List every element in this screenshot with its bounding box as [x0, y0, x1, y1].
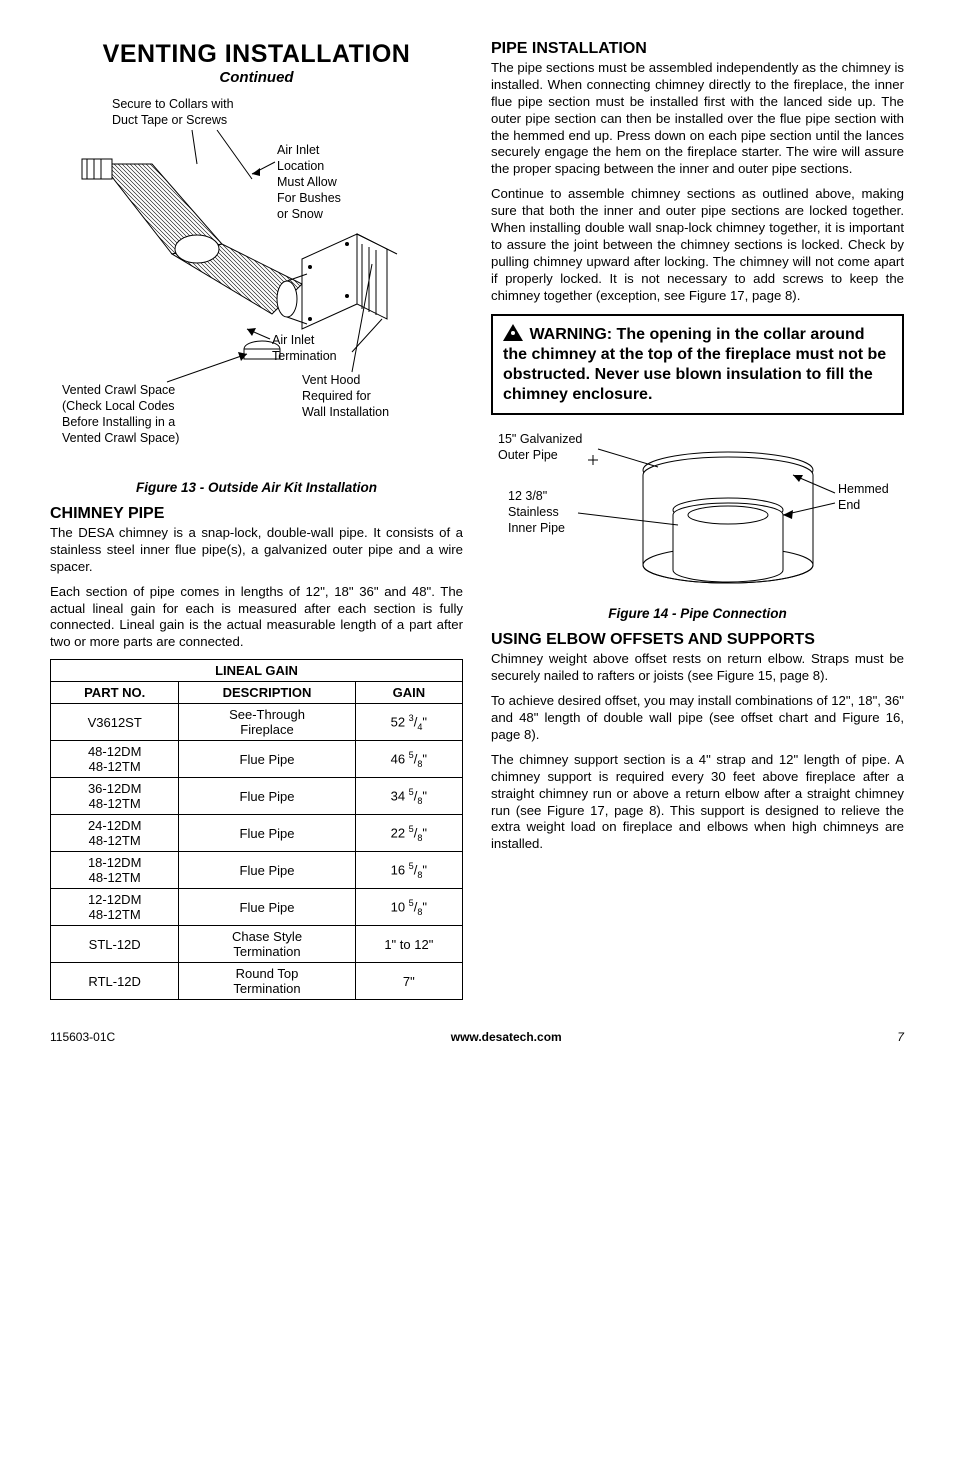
table-row: 48-12DM48-12TMFlue Pipe46 5/8" [51, 741, 463, 778]
fig14-outer2: Outer Pipe [498, 448, 558, 462]
cell-desc: Flue Pipe [179, 778, 355, 815]
fig13-secure-label2: Duct Tape or Screws [112, 113, 227, 127]
elbow-p2: To achieve desired offset, you may insta… [491, 693, 904, 744]
cell-desc: Flue Pipe [179, 741, 355, 778]
warning-text: WARNING: The opening in the collar aroun… [503, 326, 886, 403]
figure-14-diagram: 15" Galvanized Outer Pipe 12 3/8" Stainl… [493, 425, 903, 600]
fig13-crawl1: Vented Crawl Space [62, 383, 175, 397]
fig14-hem2: End [838, 498, 860, 512]
page-footer: 115603-01C www.desatech.com 7 [50, 1030, 904, 1044]
cell-desc: Round TopTermination [179, 963, 355, 1000]
cell-partno: V3612ST [51, 704, 179, 741]
pipe-install-title: PIPE INSTALLATION [491, 40, 904, 58]
figure-13-diagram: Secure to Collars with Duct Tape or Scre… [52, 94, 462, 474]
figure-14-caption: Figure 14 - Pipe Connection [491, 606, 904, 621]
cell-gain: 7" [355, 963, 462, 1000]
fig14-inner1: 12 3/8" [508, 489, 547, 503]
lineal-gain-table: LINEAL GAIN PART NO. DESCRIPTION GAIN V3… [50, 659, 463, 1000]
elbow-title: USING ELBOW OFFSETS AND SUPPORTS [491, 631, 904, 649]
fig13-crawl3: Before Installing in a [62, 415, 175, 429]
cell-gain: 16 5/8" [355, 852, 462, 889]
cell-partno: 48-12DM48-12TM [51, 741, 179, 778]
cell-partno: 24-12DM48-12TM [51, 815, 179, 852]
fig13-inlet-loc1: Air Inlet [277, 143, 320, 157]
fig13-crawl2: (Check Local Codes [62, 399, 175, 413]
table-title: LINEAL GAIN [51, 660, 463, 682]
cell-desc: Flue Pipe [179, 889, 355, 926]
cell-partno: RTL-12D [51, 963, 179, 1000]
cell-desc: Flue Pipe [179, 852, 355, 889]
fig13-crawl4: Vented Crawl Space) [62, 431, 179, 445]
fig14-inner2: Stainless [508, 505, 559, 519]
fig13-inlet-loc3: Must Allow [277, 175, 338, 189]
table-row: 12-12DM48-12TMFlue Pipe10 5/8" [51, 889, 463, 926]
pipe-p2: Continue to assemble chimney sections as… [491, 186, 904, 304]
chimney-p1: The DESA chimney is a snap-lock, double-… [50, 525, 463, 576]
cell-gain: 10 5/8" [355, 889, 462, 926]
footer-left: 115603-01C [50, 1030, 115, 1044]
page-heading: VENTING INSTALLATION [50, 40, 463, 69]
table-row: RTL-12DRound TopTermination7" [51, 963, 463, 1000]
cell-desc: Chase StyleTermination [179, 926, 355, 963]
cell-gain: 22 5/8" [355, 815, 462, 852]
chimney-p2: Each section of pipe comes in lengths of… [50, 584, 463, 652]
fig14-outer1: 15" Galvanized [498, 432, 582, 446]
elbow-p1: Chimney weight above offset rests on ret… [491, 651, 904, 685]
figure-13-caption: Figure 13 - Outside Air Kit Installation [50, 480, 463, 495]
fig14-hem1: Hemmed [838, 482, 889, 496]
cell-partno: 18-12DM48-12TM [51, 852, 179, 889]
pipe-p1: The pipe sections must be assembled inde… [491, 60, 904, 178]
cell-gain: 1" to 12" [355, 926, 462, 963]
fig13-inlet-loc5: or Snow [277, 207, 324, 221]
fig13-secure-label: Secure to Collars with [112, 97, 234, 111]
fig13-inlet-loc4: For Bushes [277, 191, 341, 205]
fig13-hood1: Vent Hood [302, 373, 360, 387]
cell-desc: Flue Pipe [179, 815, 355, 852]
cell-partno: STL-12D [51, 926, 179, 963]
footer-url: www.desatech.com [451, 1030, 562, 1044]
warning-box: WARNING: The opening in the collar aroun… [491, 314, 904, 415]
cell-gain: 46 5/8" [355, 741, 462, 778]
table-row: 36-12DM48-12TMFlue Pipe34 5/8" [51, 778, 463, 815]
footer-pageno: 7 [897, 1030, 904, 1044]
th-gain: GAIN [355, 682, 462, 704]
fig13-hood3: Wall Installation [302, 405, 389, 419]
fig13-inlet-term1: Air Inlet [272, 333, 315, 347]
th-desc: DESCRIPTION [179, 682, 355, 704]
th-partno: PART NO. [51, 682, 179, 704]
table-row: STL-12DChase StyleTermination1" to 12" [51, 926, 463, 963]
cell-partno: 36-12DM48-12TM [51, 778, 179, 815]
table-row: 18-12DM48-12TMFlue Pipe16 5/8" [51, 852, 463, 889]
elbow-p3: The chimney support section is a 4" stra… [491, 752, 904, 853]
fig13-hood2: Required for [302, 389, 371, 403]
warning-icon [503, 324, 523, 341]
continued-label: Continued [50, 69, 463, 86]
cell-desc: See-ThroughFireplace [179, 704, 355, 741]
table-row: V3612STSee-ThroughFireplace52 3/4" [51, 704, 463, 741]
cell-gain: 34 5/8" [355, 778, 462, 815]
chimney-pipe-title: CHIMNEY PIPE [50, 505, 463, 523]
cell-partno: 12-12DM48-12TM [51, 889, 179, 926]
fig14-inner3: Inner Pipe [508, 521, 565, 535]
fig13-inlet-loc2: Location [277, 159, 324, 173]
table-row: 24-12DM48-12TMFlue Pipe22 5/8" [51, 815, 463, 852]
cell-gain: 52 3/4" [355, 704, 462, 741]
fig13-inlet-term2: Termination [272, 349, 337, 363]
